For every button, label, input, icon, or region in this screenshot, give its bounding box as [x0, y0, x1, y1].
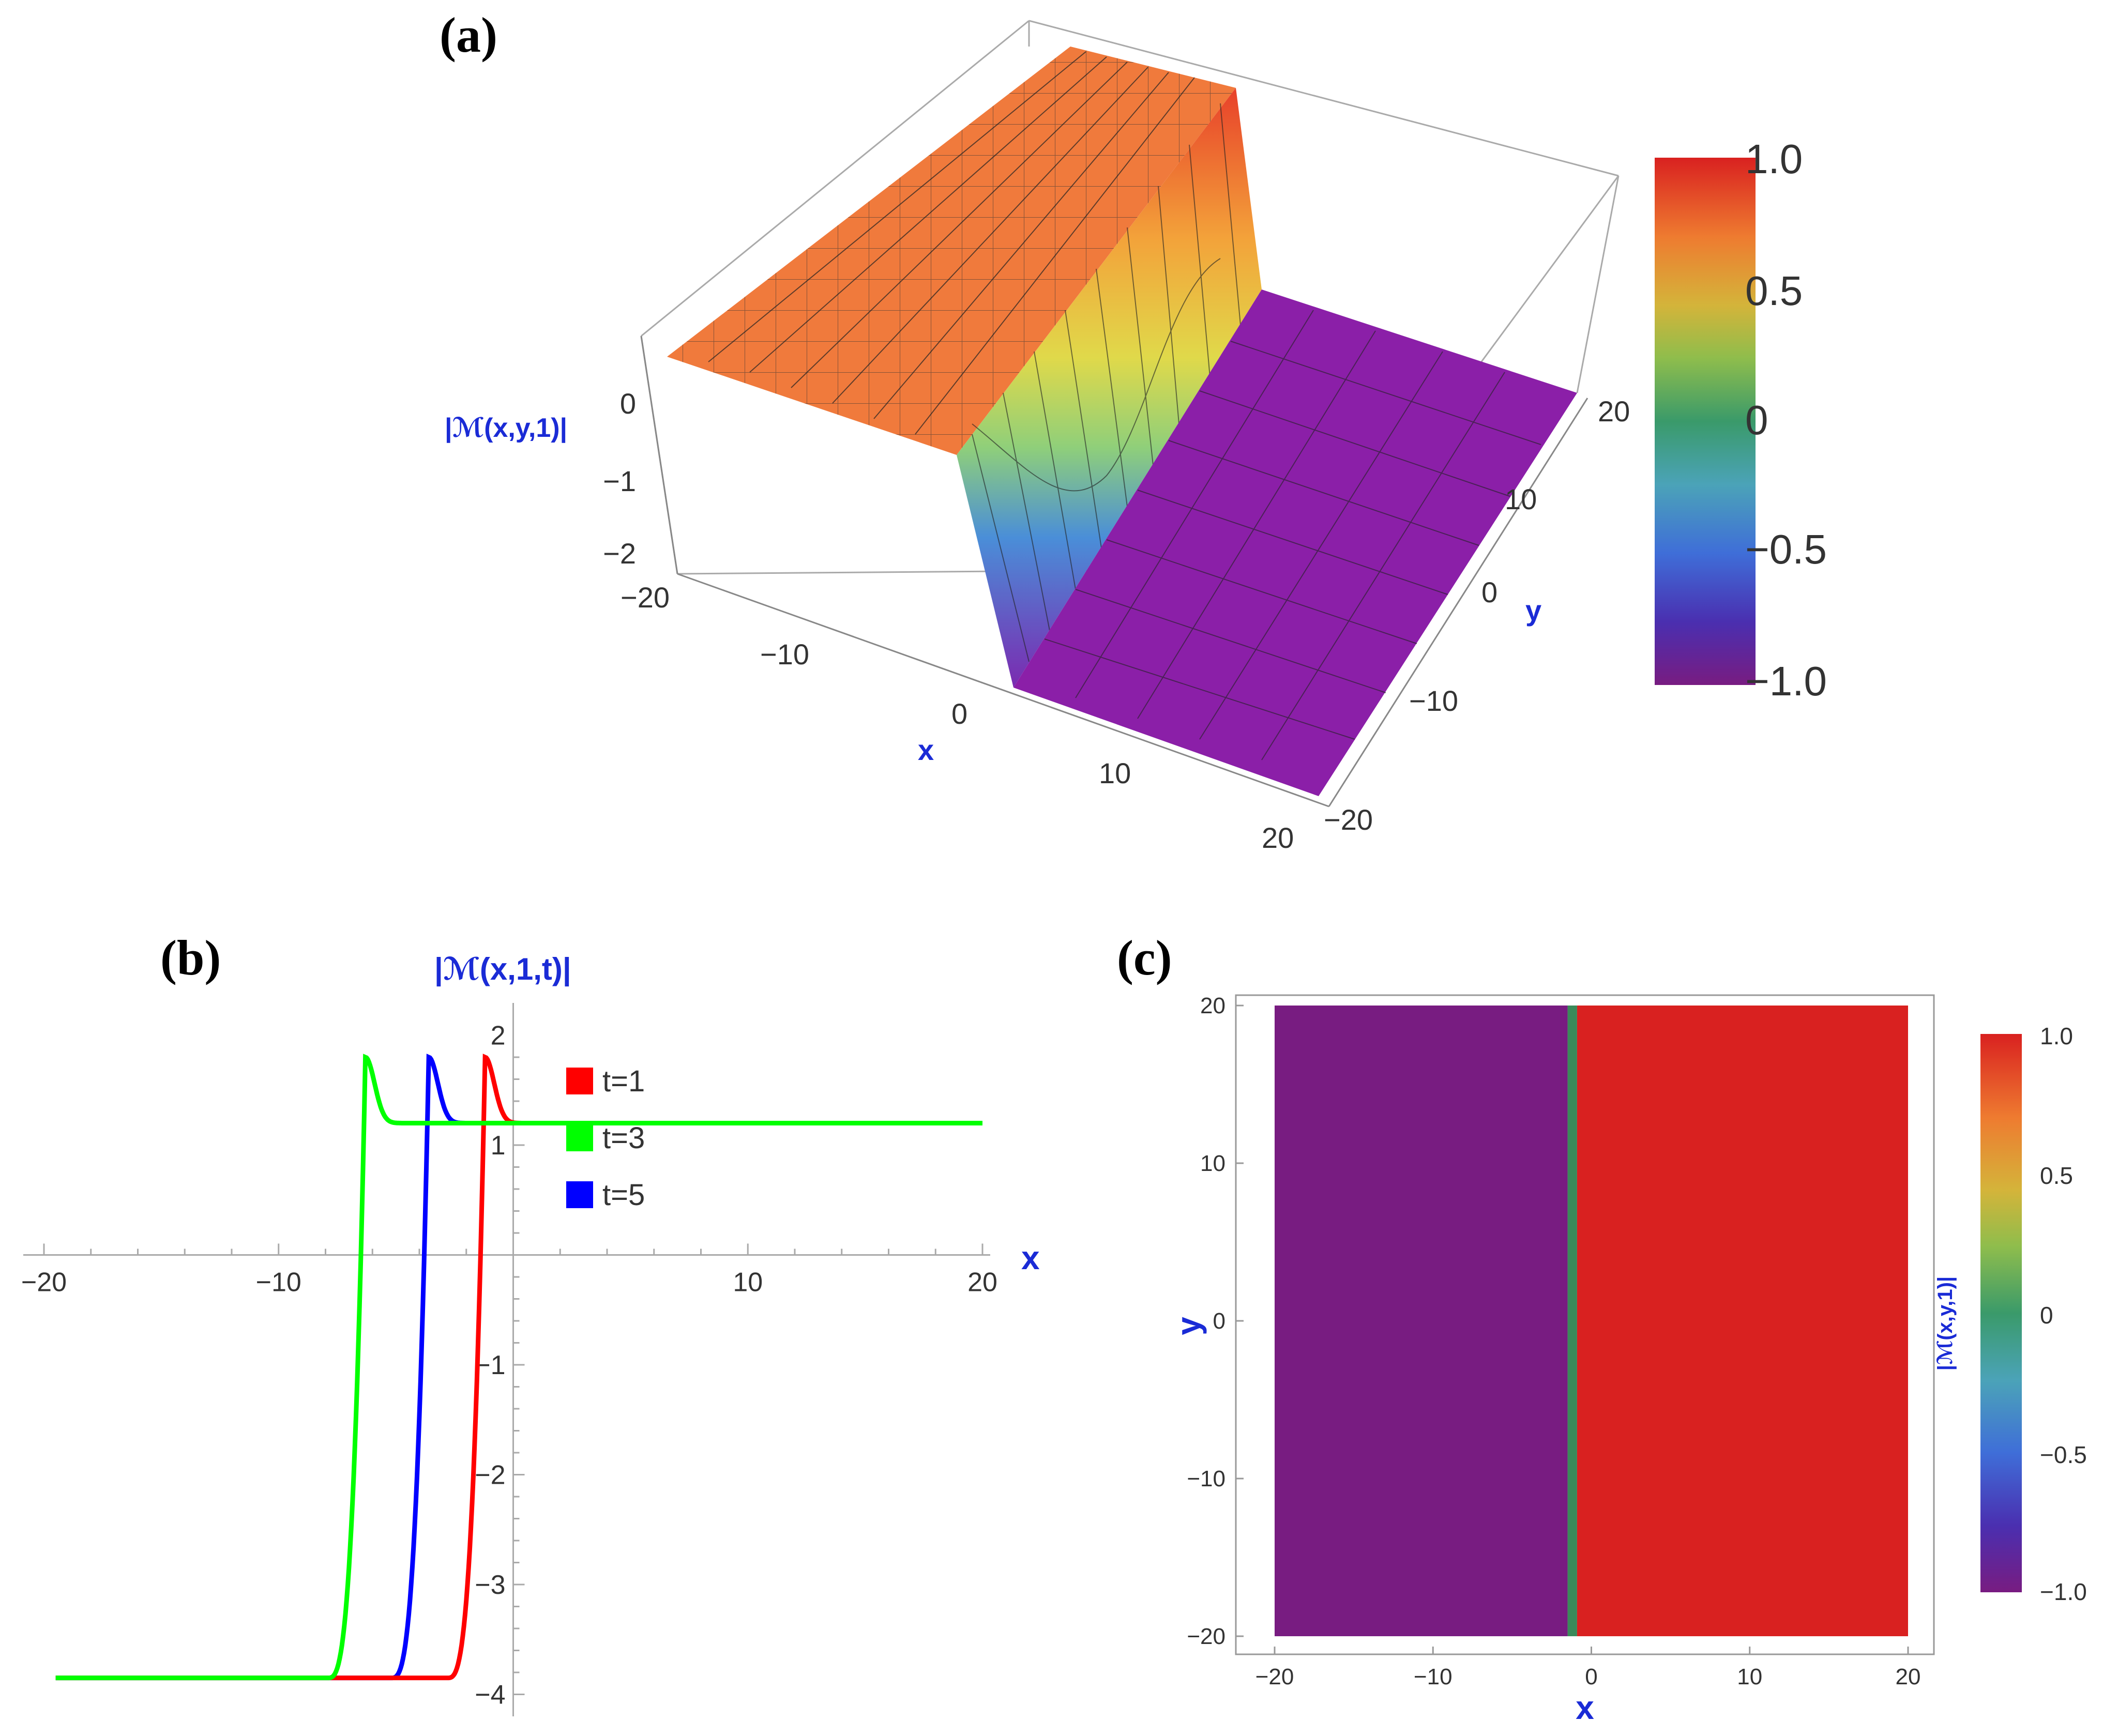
x-axis-label-b: x — [1021, 1239, 1040, 1276]
x-tick-label-c: 10 — [1737, 1664, 1762, 1689]
front-box-edges — [640, 336, 1588, 808]
cbar-c-tick-0: 1.0 — [2040, 1023, 2073, 1049]
cbar-a-tick-2: 0 — [1745, 397, 1768, 443]
cbar-c-tick-2: 0 — [2040, 1302, 2053, 1329]
cbar-c-tick-4: −1.0 — [2040, 1578, 2087, 1605]
y-tick-a-0: −20 — [1324, 803, 1373, 836]
x-tick-label-c: 20 — [1896, 1664, 1921, 1689]
x-tick-a-1: −10 — [760, 638, 809, 671]
legend-label-t=1: t=1 — [602, 1064, 645, 1098]
y-tick-a-1: −10 — [1409, 684, 1458, 717]
y-tick-label-b: −4 — [475, 1680, 505, 1710]
cbar-a-tick-3: −0.5 — [1745, 526, 1827, 572]
legend-swatch-t=1 — [566, 1068, 593, 1094]
panel-c: (c) −20 −10 0 10 20 20 10 0 −10 −20 x y 1.0 0.5 0… — [1117, 930, 2087, 1726]
z-axis-label: |ℳ(x,y,1)| — [445, 413, 567, 443]
heatmap-region-2 — [1577, 1006, 1908, 1636]
x-axis-label-c: x — [1576, 1689, 1594, 1726]
x-tick-label-b: −10 — [256, 1268, 301, 1298]
x-tick-a-3: 10 — [1099, 757, 1131, 789]
y-tick-label-c: 10 — [1200, 1151, 1226, 1176]
x-tick-labels-a: −20 −10 0 10 20 — [621, 581, 1294, 854]
cbar-a-tick-1: 0.5 — [1745, 268, 1803, 314]
panel-b-label: (b) — [160, 930, 221, 985]
legend-b: t=1 t=3 t=5 — [566, 1064, 645, 1212]
colorbar-a-ticks: 1.0 0.5 0 −0.5 −1.0 — [1745, 136, 1827, 704]
x-tick-label-b: 20 — [967, 1268, 997, 1298]
z-tick-neg1: −1 — [603, 465, 636, 497]
colorbar-c-ticks: 1.0 0.5 0 −0.5 −1.0 — [2040, 1023, 2087, 1605]
panel-c-frame — [1235, 994, 1935, 1655]
y-tick-label-b: 1 — [491, 1131, 506, 1161]
cbar-a-tick-4: −1.0 — [1745, 658, 1827, 704]
x-tick-label-c: 0 — [1585, 1664, 1597, 1689]
surface-cliff — [957, 88, 1262, 688]
y-tick-label-c: 0 — [1213, 1308, 1226, 1334]
y-tick-label-b: 2 — [491, 1021, 506, 1051]
y-tick-label-c: −20 — [1187, 1624, 1226, 1649]
cliff-gridlines — [972, 103, 1242, 662]
colorbar-c-label: |ℳ(x,y,1)| — [1934, 1276, 1957, 1370]
y-axis-label-c: y — [1170, 1317, 1207, 1335]
x-tick-a-0: −20 — [621, 581, 670, 614]
colorbar-c — [1980, 1034, 2022, 1592]
y-tick-labels-a: −20 −10 0 10 20 — [1324, 395, 1630, 836]
heatmap-region-1 — [1567, 1006, 1577, 1636]
x-tick-a-2: 0 — [951, 697, 967, 730]
y-tick-label-b: −3 — [475, 1570, 505, 1600]
x-tick-label-c: −10 — [1414, 1664, 1453, 1689]
z-tick-neg2: −2 — [603, 537, 636, 570]
cbar-a-tick-0: 1.0 — [1745, 136, 1803, 182]
x-tick-a-4: 20 — [1262, 821, 1294, 854]
z-tick-0: 0 — [620, 387, 636, 420]
x-tick-label-b: −20 — [21, 1268, 67, 1298]
x-tick-label-b: 10 — [733, 1268, 763, 1298]
z-tick-labels: 0 −1 −2 — [603, 387, 636, 570]
x-tick-label-c: −20 — [1255, 1664, 1294, 1689]
legend-label-t=5: t=5 — [602, 1178, 645, 1212]
panel-c-label: (c) — [1117, 930, 1172, 985]
heatmap-region-0 — [1275, 1006, 1568, 1636]
y-tick-a-3: 10 — [1505, 483, 1537, 515]
panel-a-label: (a) — [440, 7, 497, 63]
y-tick-a-2: 0 — [1481, 576, 1497, 608]
series-line-t=3 — [55, 1054, 982, 1681]
cbar-c-tick-1: 0.5 — [2040, 1162, 2073, 1189]
orange-gridlines — [708, 51, 1195, 435]
cbar-c-tick-3: −0.5 — [2040, 1441, 2087, 1468]
y-tick-a-4: 20 — [1598, 395, 1630, 428]
legend-swatch-t=5 — [566, 1181, 593, 1208]
y-tick-label-c: 20 — [1200, 993, 1226, 1018]
plot-c: −20 −10 0 10 20 20 10 0 −10 −20 — [1187, 993, 1920, 1689]
purple-gridlines — [1044, 310, 1541, 760]
y-tick-label-c: −10 — [1187, 1466, 1226, 1491]
legend-swatch-t=3 — [566, 1124, 593, 1151]
y-tick-label-b: −2 — [475, 1460, 505, 1490]
y-axis-label-a: y — [1525, 594, 1541, 627]
x-axis-label-a: x — [918, 734, 934, 766]
legend-label-t=3: t=3 — [602, 1121, 645, 1155]
panel-a: (a) — [440, 7, 1827, 854]
panel-b-title: |ℳ(x,1,t)| — [434, 952, 571, 987]
colorbar-a — [1655, 158, 1756, 685]
